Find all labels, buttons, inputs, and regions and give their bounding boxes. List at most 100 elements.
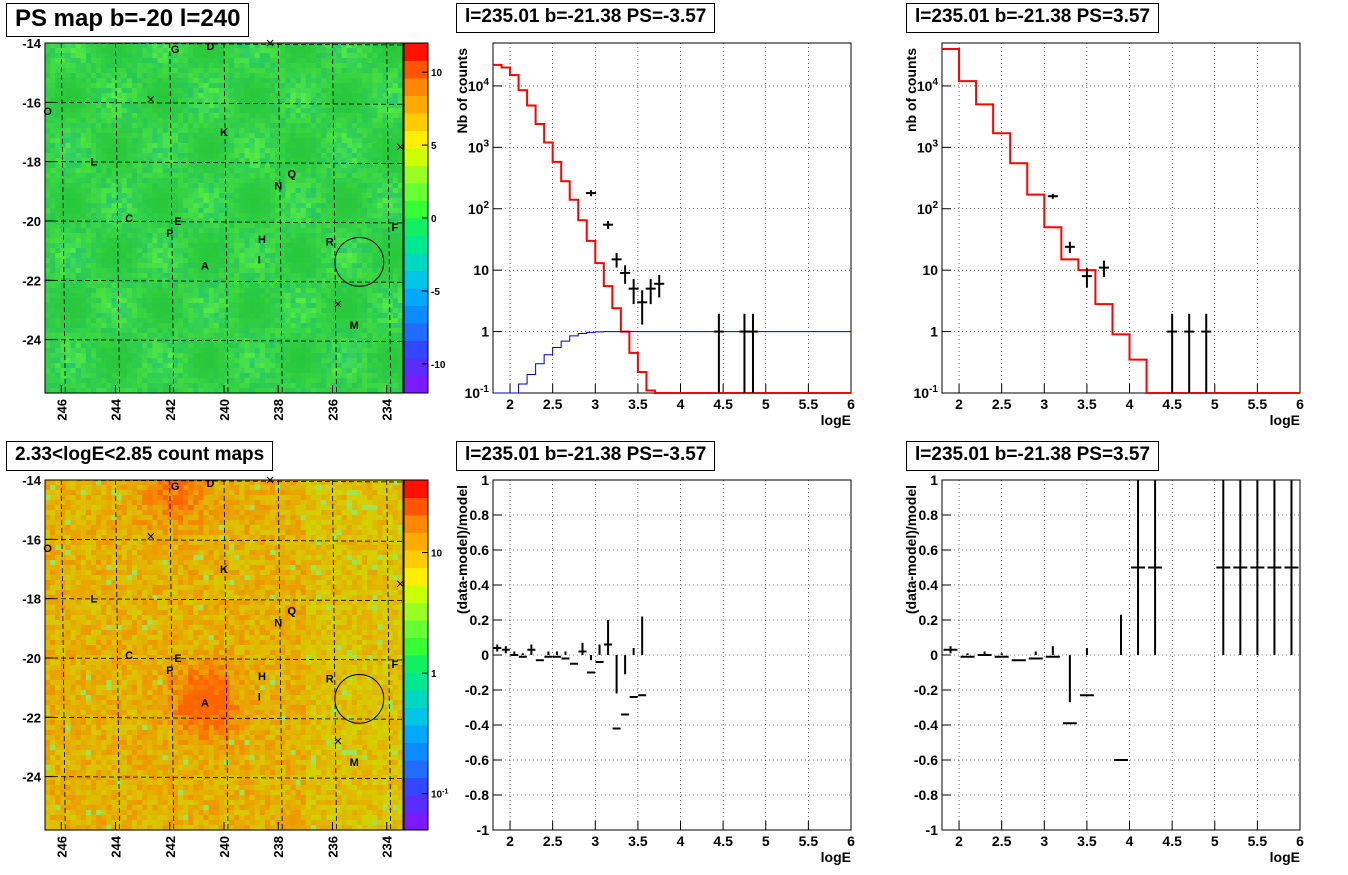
map-cell [234, 88, 240, 94]
map-cell [275, 158, 281, 164]
map-cell [259, 313, 266, 319]
map-cell [351, 273, 358, 279]
map-cell [106, 383, 113, 389]
map-cell [336, 103, 343, 109]
map-cell [152, 173, 159, 179]
map-cell [321, 313, 327, 319]
map-cell [75, 298, 82, 304]
map-cell [290, 373, 297, 379]
map-cell [101, 43, 107, 49]
map-cell [310, 208, 317, 214]
map-cell [321, 88, 327, 94]
map-cell [162, 243, 169, 249]
map-cell [167, 348, 174, 354]
map-cell [326, 348, 332, 354]
source-label: I [258, 255, 261, 267]
map-cell [382, 263, 389, 269]
map-cell [172, 308, 179, 314]
map-cell [280, 228, 286, 234]
map-cell [106, 188, 113, 194]
map-cell [106, 308, 113, 314]
map-cell [131, 153, 138, 159]
map-cell [198, 188, 205, 194]
map-cell [316, 93, 322, 99]
map-cell [346, 158, 353, 164]
map-cell [305, 258, 312, 264]
map-cell [70, 128, 77, 134]
map-cell [218, 143, 225, 149]
map-cell [162, 128, 169, 134]
map-cell [321, 283, 327, 289]
map-cell [121, 388, 128, 394]
map-cell [213, 183, 220, 189]
map-cell [213, 248, 220, 254]
map-cell [80, 153, 87, 159]
map-cell [50, 108, 56, 114]
map-cell [152, 118, 159, 124]
map-cell [244, 93, 251, 99]
map-cell [234, 208, 240, 214]
map-cell [213, 173, 220, 179]
map-cell [259, 218, 266, 224]
map-cell [111, 128, 118, 134]
map-cell [224, 78, 230, 84]
map-cell [218, 288, 225, 294]
map-cell [50, 353, 56, 359]
map-cell [147, 163, 153, 169]
map-cell [295, 383, 302, 389]
map-cell [310, 213, 317, 219]
map-cell [377, 43, 384, 49]
map-cell [331, 93, 338, 99]
map-cell [91, 83, 97, 89]
map-cell [193, 198, 200, 204]
map-cell [331, 63, 338, 69]
map-cell [60, 223, 67, 229]
map-cell [234, 163, 240, 169]
map-cell [321, 353, 327, 359]
map-cell [188, 333, 194, 339]
map-cell [397, 263, 404, 269]
map-cell [270, 203, 276, 209]
map-cell [111, 318, 118, 324]
map-cell [137, 118, 143, 124]
map-cell [377, 318, 384, 324]
map-cell [131, 253, 138, 259]
map-cell [275, 218, 281, 224]
map-cell [300, 63, 307, 69]
map-cell [234, 283, 240, 289]
map-cell [280, 43, 286, 49]
map-cell [116, 238, 123, 244]
map-cell [152, 198, 159, 204]
map-cell [341, 73, 348, 79]
map-cell [336, 203, 343, 209]
map-cell [382, 103, 389, 109]
map-cell [75, 253, 82, 259]
map-cell [157, 243, 164, 249]
map-cell [264, 308, 271, 314]
map-x-tick-label: 242 [163, 399, 178, 421]
map-cell [65, 193, 72, 199]
map-cell [397, 228, 404, 234]
map-cell [177, 83, 184, 89]
map-cell [45, 208, 51, 214]
map-cell [254, 253, 261, 259]
map-cell [152, 138, 159, 144]
map-cell [280, 163, 286, 169]
map-cell [341, 203, 348, 209]
map-cell [341, 183, 348, 189]
map-cell [91, 303, 97, 309]
map-cell [387, 108, 394, 114]
map-cell [234, 73, 240, 79]
map-cell [80, 48, 87, 54]
map-cell [147, 58, 153, 64]
map-cell [377, 383, 384, 389]
map-cell [351, 143, 358, 149]
map-cell [167, 208, 174, 214]
map-cell [45, 213, 51, 219]
map-cell [331, 328, 338, 334]
map-cell [224, 63, 230, 69]
map-cell [275, 178, 281, 184]
map-cell [285, 173, 292, 179]
map-cell [367, 133, 373, 139]
